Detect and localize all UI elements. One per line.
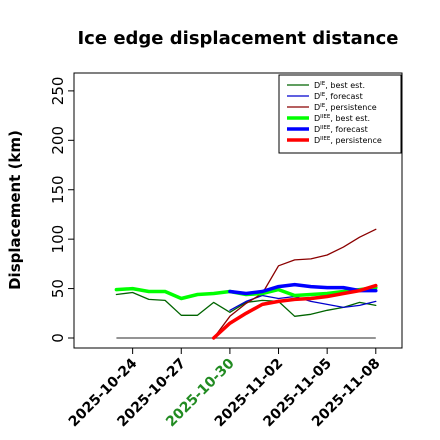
x-axis: 2025-10-242025-10-272025-10-302025-11-02… <box>66 347 384 430</box>
legend-label: DIE, persistence <box>314 103 377 112</box>
y-tick-label: 0 <box>49 333 67 343</box>
legend-label: DIE, best est. <box>314 81 365 90</box>
chart-title: Ice edge displacement distance <box>77 28 398 49</box>
y-axis-label: Displacement (km) <box>6 130 24 290</box>
legend: DIE, best est. DIE, forecast DIE, persiste… <box>278 74 402 154</box>
y-tick-label: 250 <box>49 77 67 106</box>
plot-frame <box>73 72 403 349</box>
legend-label: DIIEE, forecast <box>314 125 368 134</box>
legend-label: DIE, forecast <box>314 92 363 101</box>
series-group <box>114 228 378 340</box>
y-tick-label: 100 <box>49 225 67 254</box>
series-line-6 <box>211 283 378 340</box>
legend-label: DIIEE, persistence <box>314 136 382 145</box>
y-tick-label: 150 <box>49 175 67 204</box>
y-tick-label: 50 <box>49 279 67 298</box>
series-line-3 <box>213 228 377 339</box>
y-tick-label: 200 <box>49 126 67 155</box>
series-line-1 <box>115 291 377 317</box>
y-axis: 0 50 100 150 200 250 <box>49 77 75 343</box>
series-line-5 <box>228 282 378 296</box>
legend-label: DIIEE, best est. <box>314 114 370 123</box>
